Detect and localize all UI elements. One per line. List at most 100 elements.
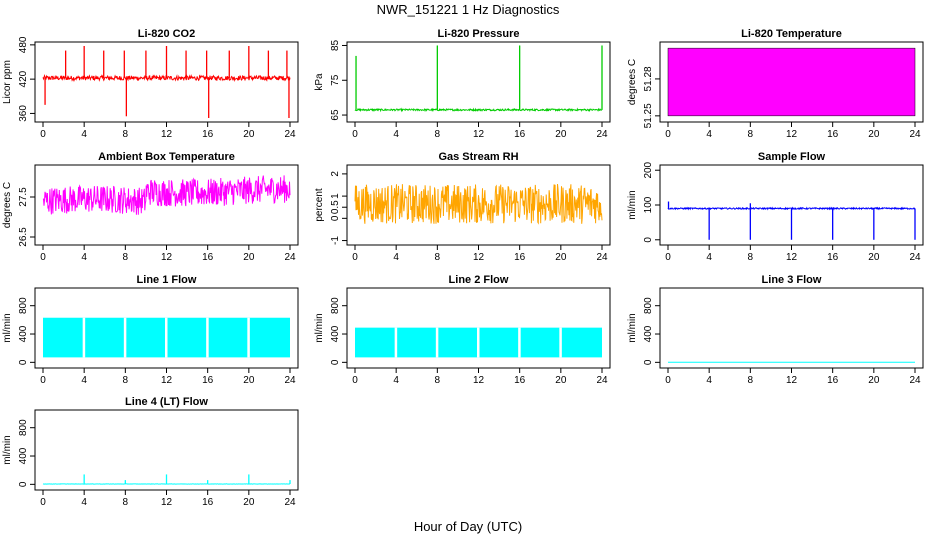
- y-tick-label: 400: [18, 325, 29, 342]
- x-tick-label: 24: [596, 129, 608, 140]
- data-gap: [82, 317, 86, 358]
- y-axis-label: ml/min: [314, 313, 325, 342]
- y-axis-label: ml/min: [2, 435, 13, 464]
- x-tick-label: 24: [909, 375, 921, 386]
- panel-title: Line 1 Flow: [137, 274, 197, 286]
- panel-title: Line 3 Flow: [762, 274, 822, 286]
- x-tick-label: 8: [748, 129, 754, 140]
- data-series-line: [42, 175, 291, 215]
- y-axis-label: percent: [314, 188, 325, 222]
- data-gap: [123, 317, 127, 358]
- x-tick-label: 20: [243, 252, 255, 263]
- y-tick-label: 200: [643, 161, 654, 178]
- x-tick-label: 12: [161, 252, 173, 263]
- panel-title: Line 2 Flow: [449, 274, 509, 286]
- x-tick-label: 12: [786, 375, 798, 386]
- x-tick-label: 24: [284, 129, 296, 140]
- x-tick-label: 0: [352, 375, 358, 386]
- y-axis-label: ml/min: [627, 190, 638, 219]
- x-tick-label: 8: [748, 252, 754, 263]
- x-tick-label: 0: [352, 129, 358, 140]
- x-tick-label: 4: [81, 129, 87, 140]
- x-tick-label: 8: [435, 129, 441, 140]
- y-tick-label: 0: [18, 481, 29, 487]
- x-tick-label: 4: [706, 252, 712, 263]
- y-tick-label: 360: [18, 105, 29, 122]
- x-tick-label: 16: [514, 129, 526, 140]
- x-tick-label: 4: [81, 252, 87, 263]
- panel-title: Li-820 Pressure: [438, 28, 520, 40]
- chart-panel-6: Sample Flow ml/min 0 4 8 12 16 20 24 0 100 200: [627, 151, 924, 263]
- figure-xlabel: Hour of Day (UTC): [414, 519, 522, 534]
- y-tick-label: 0: [330, 215, 341, 221]
- x-tick-label: 0: [40, 375, 46, 386]
- x-tick-label: 12: [786, 129, 798, 140]
- x-tick-label: 0: [352, 252, 358, 263]
- y-tick-label: 0: [643, 237, 654, 243]
- y-tick-label: 1: [330, 193, 341, 199]
- y-axis-label: degrees C: [2, 182, 13, 228]
- plot-frame: [659, 287, 924, 369]
- y-tick-label: 800: [643, 297, 654, 314]
- data-gap: [477, 327, 480, 358]
- x-tick-label: 12: [161, 375, 173, 386]
- y-axis-label: kPa: [314, 73, 325, 91]
- x-tick-label: 8: [435, 375, 441, 386]
- x-tick-label: 24: [596, 375, 608, 386]
- data-series-line: [354, 107, 603, 113]
- y-tick-label: 65: [330, 109, 341, 121]
- x-tick-label: 0: [40, 497, 46, 508]
- x-tick-label: 4: [393, 129, 399, 140]
- data-gap: [165, 317, 168, 358]
- x-tick-label: 16: [514, 375, 526, 386]
- data-gap: [559, 327, 562, 358]
- panel-title: Li-820 CO2: [138, 28, 195, 40]
- y-tick-label: 400: [643, 325, 654, 342]
- x-tick-label: 8: [123, 252, 129, 263]
- x-tick-label: 8: [123, 497, 129, 508]
- x-tick-label: 16: [514, 252, 526, 263]
- x-tick-label: 20: [868, 252, 880, 263]
- x-tick-label: 20: [243, 375, 255, 386]
- y-tick-label: 480: [18, 36, 29, 53]
- x-tick-label: 12: [473, 252, 485, 263]
- x-tick-label: 24: [596, 252, 608, 263]
- x-tick-label: 8: [123, 129, 129, 140]
- chart-panel-1: Li-820 CO2 Licor ppm 0 4 8 12 16 20 24 360 420 480: [2, 28, 299, 140]
- y-tick-label: 75: [330, 74, 341, 86]
- y-tick-label: 0: [643, 359, 654, 365]
- x-tick-label: 24: [909, 129, 921, 140]
- x-tick-label: 24: [909, 252, 921, 263]
- chart-panel-3: Li-820 Temperature degrees C 0 4 8 12 16 20 24 51…: [627, 28, 924, 140]
- y-tick-label: 100: [643, 196, 654, 213]
- x-tick-label: 0: [665, 129, 671, 140]
- x-tick-label: 0: [40, 129, 46, 140]
- x-tick-label: 20: [243, 497, 255, 508]
- panel-title: Li-820 Temperature: [741, 28, 842, 40]
- x-tick-label: 24: [284, 497, 296, 508]
- y-tick-label: 420: [18, 70, 29, 87]
- y-tick-label: 2: [330, 171, 341, 177]
- data-series-line: [354, 183, 603, 225]
- y-axis-label: ml/min: [627, 313, 638, 342]
- x-tick-label: 16: [827, 129, 839, 140]
- x-tick-label: 20: [868, 129, 880, 140]
- y-tick-label: 800: [330, 297, 341, 314]
- y-tick-label: 800: [18, 419, 29, 436]
- y-tick-label: 51.25: [643, 103, 654, 128]
- x-tick-label: 16: [202, 129, 214, 140]
- y-tick-label: 27.5: [18, 187, 29, 207]
- panel-title: Gas Stream RH: [438, 151, 518, 163]
- x-tick-label: 8: [748, 375, 754, 386]
- y-tick-label: 85: [330, 39, 341, 51]
- y-tick-label: 26.5: [18, 227, 29, 247]
- chart-panel-2: Li-820 Pressure kPa 0 4 8 12 16 20 24 65 75 85: [314, 28, 611, 140]
- x-tick-label: 20: [555, 129, 567, 140]
- x-tick-label: 4: [81, 375, 87, 386]
- data-gap: [394, 327, 398, 358]
- x-tick-label: 12: [473, 129, 485, 140]
- x-tick-label: 24: [284, 375, 296, 386]
- data-gap: [435, 327, 439, 358]
- x-tick-label: 16: [202, 252, 214, 263]
